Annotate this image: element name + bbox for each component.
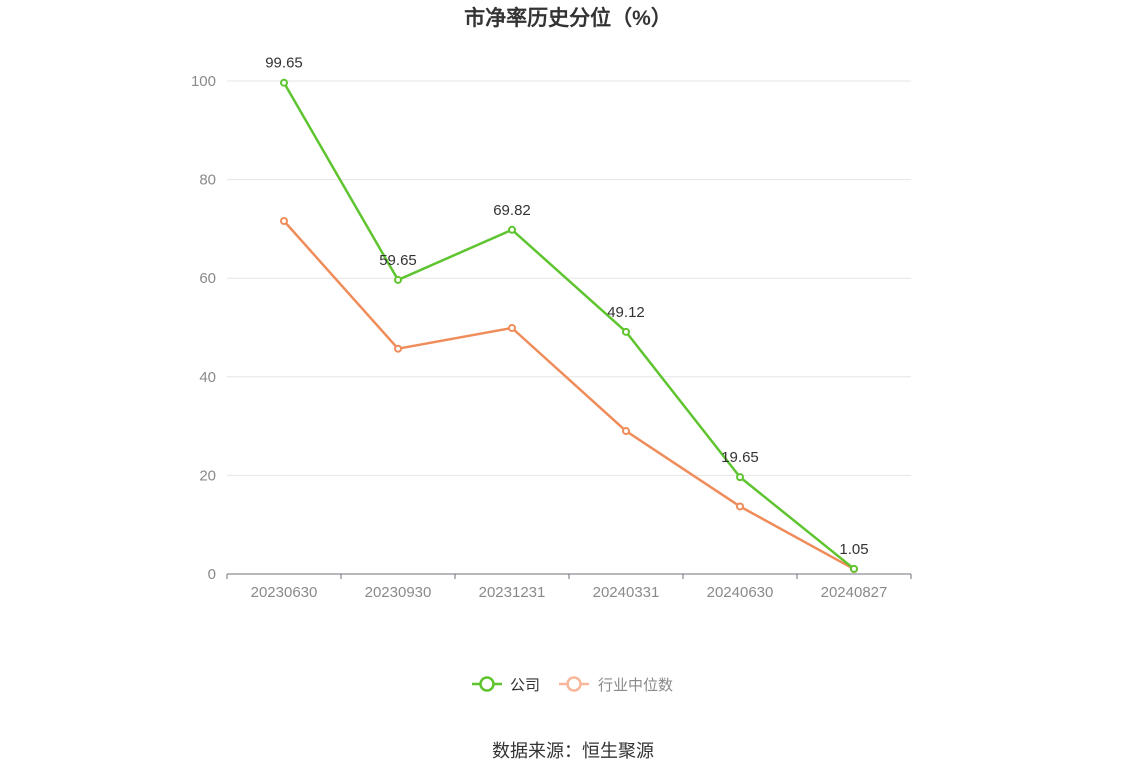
data-label: 1.05 xyxy=(839,541,868,558)
data-point[interactable] xyxy=(736,473,744,482)
x-tick-label: 20240827 xyxy=(821,584,888,601)
x-tick-label: 20240331 xyxy=(593,584,660,601)
data-label: 19.65 xyxy=(721,449,759,466)
legend[interactable]: 公司 行业中位数 xyxy=(472,676,673,694)
x-tick-label: 20240630 xyxy=(707,584,774,601)
chart-title: 市净率历史分位（%） xyxy=(464,6,672,30)
y-tick-label: 0 xyxy=(208,566,216,583)
data-point[interactable] xyxy=(508,225,516,234)
data-point[interactable] xyxy=(508,323,516,332)
legend-label: 公司 xyxy=(510,677,540,694)
data-source: 数据来源：恒生聚源 xyxy=(492,741,654,761)
data-label: 99.65 xyxy=(265,55,303,72)
legend-label: 行业中位数 xyxy=(598,677,673,694)
data-point[interactable] xyxy=(280,217,288,226)
series xyxy=(280,78,858,574)
y-tick-label: 20 xyxy=(199,467,216,484)
data-point[interactable] xyxy=(394,275,402,284)
data-label: 49.12 xyxy=(607,304,645,321)
x-tick-label: 20231231 xyxy=(479,584,546,601)
data-point[interactable] xyxy=(622,327,630,336)
y-tick-label: 100 xyxy=(191,73,216,90)
series-line-1 xyxy=(282,219,856,571)
data-point[interactable] xyxy=(736,502,744,511)
y-tick-label: 60 xyxy=(199,270,216,287)
legend-item-0[interactable]: 公司 xyxy=(472,676,540,694)
data-label: 59.65 xyxy=(379,252,417,269)
x-tick-label: 20230930 xyxy=(365,584,432,601)
legend-marker-circle xyxy=(479,676,495,692)
data-labels: 99.65 59.65 69.82 49.12 19.65 1.05 xyxy=(265,55,868,558)
data-point[interactable] xyxy=(622,427,630,436)
x-tick-label: 20230630 xyxy=(251,584,318,601)
legend-marker-circle xyxy=(566,676,582,692)
grid xyxy=(227,80,911,476)
legend-item-1[interactable]: 行业中位数 xyxy=(559,676,673,694)
axes: 0 20 40 60 80 100 20230630 20230930 20231231 2024… xyxy=(191,73,912,601)
data-point[interactable] xyxy=(850,564,858,573)
y-tick-label: 40 xyxy=(199,369,216,386)
y-tick-label: 80 xyxy=(199,172,216,189)
data-point[interactable] xyxy=(394,344,402,353)
data-label: 69.82 xyxy=(493,202,531,219)
data-point[interactable] xyxy=(280,78,288,87)
series-line-0 xyxy=(282,81,856,571)
